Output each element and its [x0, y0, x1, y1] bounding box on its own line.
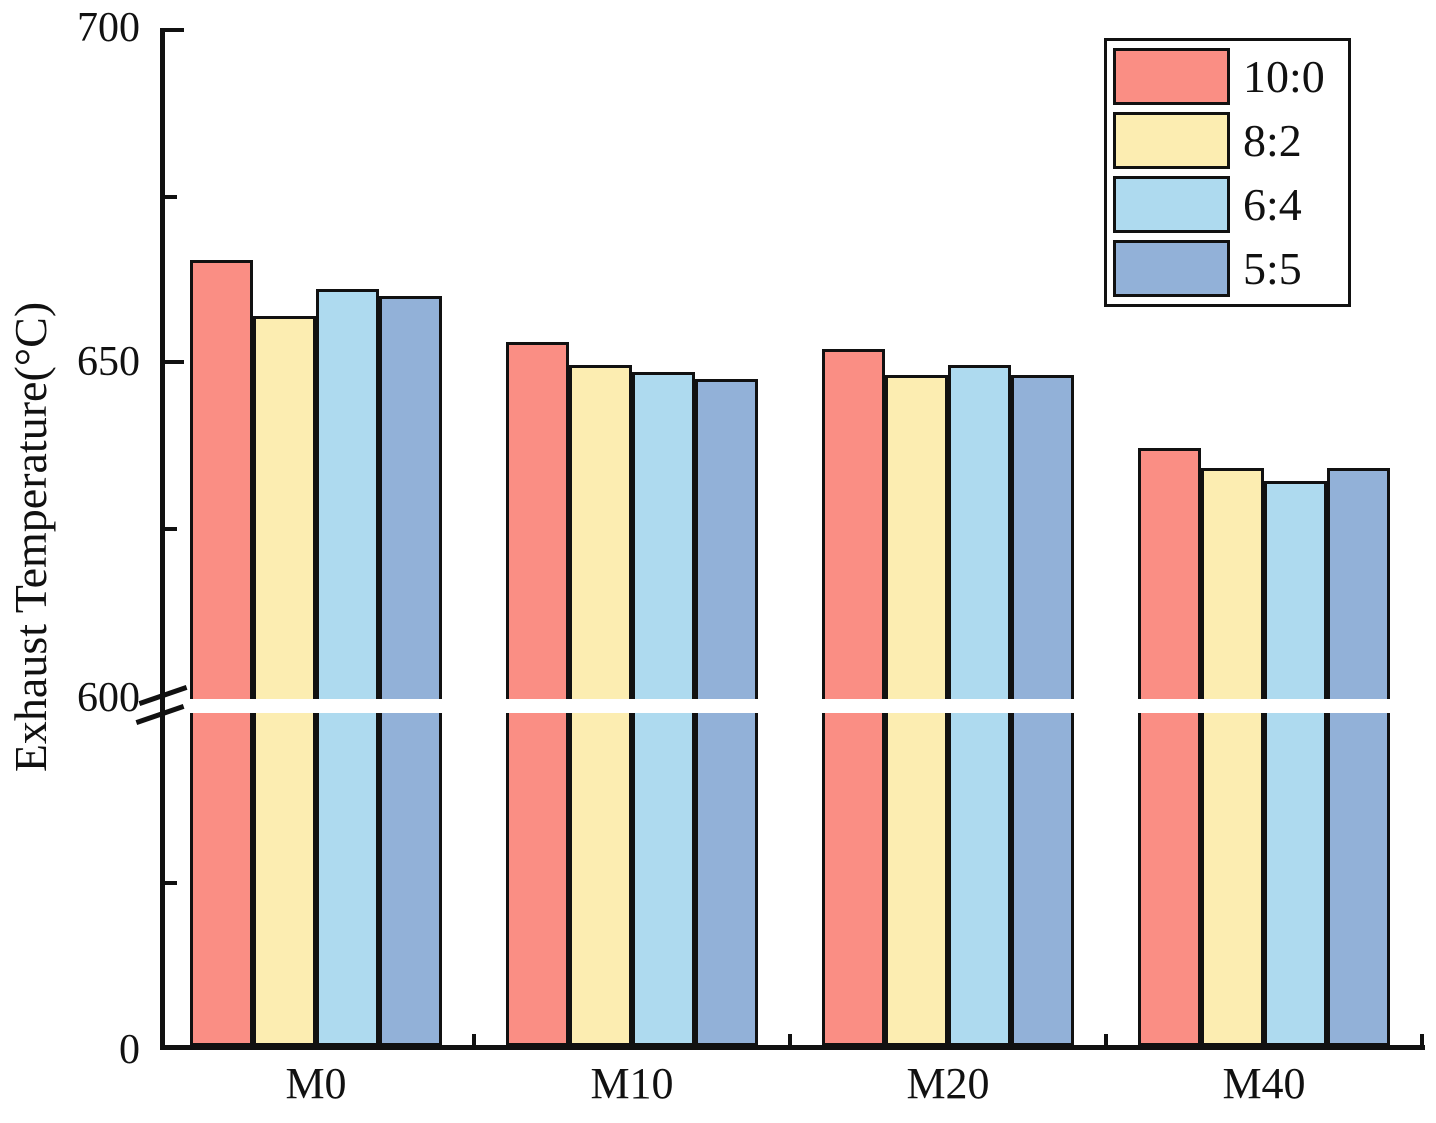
- legend-item-8-2: 8:2: [1113, 112, 1342, 169]
- x-major-tick-m10: [630, 1027, 634, 1045]
- legend-label: 8:2: [1243, 115, 1302, 166]
- bar-m0-10-0: [190, 260, 253, 1046]
- x-minor-tick: [1420, 1034, 1424, 1045]
- y-tick-label-700: 700: [77, 5, 140, 51]
- bar-m40-10-0: [1138, 448, 1201, 1046]
- x-major-tick-m0: [314, 1027, 318, 1045]
- x-minor-tick: [472, 1034, 476, 1045]
- bar-m0-8-2: [253, 316, 316, 1046]
- legend-label: 6:4: [1243, 179, 1302, 230]
- y-tick-label-600: 600: [77, 675, 140, 721]
- y-major-tick-700: [165, 28, 184, 32]
- legend-item-6-4: 6:4: [1113, 176, 1342, 233]
- y-minor-tick: [165, 527, 177, 531]
- legend-item-5-5: 5:5: [1113, 240, 1342, 297]
- x-minor-tick: [788, 1034, 792, 1045]
- legend-item-10-0: 10:0: [1113, 48, 1342, 105]
- bar-m0-6-4: [316, 289, 379, 1046]
- bar-m0-5-5: [379, 296, 442, 1046]
- y-tick-label-650: 650: [77, 339, 140, 385]
- x-tick-label-m20: M20: [906, 1059, 990, 1108]
- x-axis-line: [160, 1045, 1425, 1050]
- x-minor-tick: [1104, 1034, 1108, 1045]
- x-tick-label-m0: M0: [285, 1059, 347, 1108]
- x-tick-label-m10: M10: [590, 1059, 674, 1108]
- bar-m20-10-0: [822, 349, 885, 1046]
- bar-m40-8-2: [1201, 468, 1264, 1046]
- legend-label: 5:5: [1243, 243, 1302, 294]
- x-tick-label-m40: M40: [1222, 1059, 1306, 1108]
- legend-swatch-5-5: [1113, 240, 1230, 297]
- x-major-tick-m20: [946, 1027, 950, 1045]
- axis-break-band: [166, 699, 1425, 713]
- bar-m10-10-0: [506, 342, 569, 1046]
- legend: 10:0 8:2 6:4 5:5: [1104, 38, 1351, 307]
- y-minor-tick: [165, 881, 177, 885]
- x-major-tick-m40: [1262, 1027, 1266, 1045]
- legend-label: 10:0: [1243, 51, 1325, 102]
- y-axis-line: [160, 28, 165, 1050]
- legend-swatch-6-4: [1113, 176, 1230, 233]
- bar-m40-5-5: [1327, 468, 1390, 1046]
- bar-m40-6-4: [1264, 481, 1327, 1046]
- legend-swatch-10-0: [1113, 48, 1230, 105]
- y-tick-label-0: 0: [119, 1027, 140, 1073]
- y-major-tick-650: [165, 360, 184, 364]
- y-minor-tick: [165, 195, 177, 199]
- legend-swatch-8-2: [1113, 112, 1230, 169]
- y-axis-title: Exhaust Temperature(°C): [5, 301, 56, 773]
